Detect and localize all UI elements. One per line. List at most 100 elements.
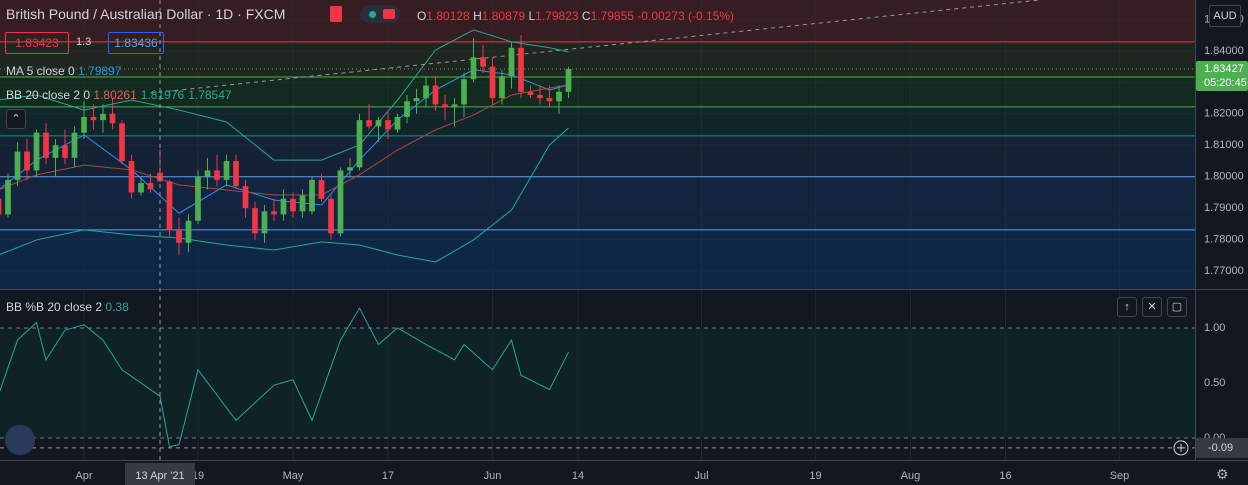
candle-body: [423, 85, 429, 99]
ask[interactable]: 1.83436: [108, 32, 164, 54]
indicator-name: BB %B 20 close 2: [6, 300, 103, 314]
crosshair-y-label: -0.09: [1208, 442, 1233, 454]
candle-body: [62, 145, 68, 158]
candle-body: [461, 79, 467, 105]
candle-body: [432, 85, 439, 105]
candle-body: [385, 120, 391, 130]
candle-body: [138, 183, 144, 193]
indicator-line: [0, 29, 569, 161]
candle-body: [176, 230, 182, 243]
y-tick-label: 1.78000: [1204, 234, 1244, 246]
candle-body: [204, 170, 211, 177]
crosshair-x-label: 13 Apr '21: [135, 470, 184, 482]
candle-body: [233, 161, 239, 187]
add-icon: [1177, 443, 1185, 452]
candle-body: [356, 120, 363, 168]
candle-body: [90, 116, 97, 121]
value: 1.79823: [535, 9, 579, 23]
candle-body: [518, 47, 524, 92]
label: C: [581, 9, 591, 23]
candle-body: [470, 57, 477, 80]
candle-body: [52, 145, 59, 158]
collapse-button[interactable]: ⌃: [6, 109, 26, 129]
candle-body: [546, 98, 553, 102]
indicator-value: 1.79897: [78, 64, 122, 78]
countdown: 05:20:45: [1204, 77, 1247, 89]
x-tick-label: Jun: [484, 470, 502, 482]
candle-body: [328, 198, 334, 234]
candle-body: [309, 179, 315, 212]
candle-body: [261, 211, 268, 234]
y-tick-label: 1.84000: [1204, 45, 1244, 57]
candle-body: [413, 98, 420, 102]
x-tick-label: Apr: [75, 470, 92, 482]
currency-button[interactable]: AUD: [1209, 5, 1241, 27]
close-button[interactable]: ✕: [1142, 297, 1162, 317]
candle-body: [556, 91, 562, 102]
candle-body: [24, 151, 30, 171]
x-tick-label: Jul: [694, 470, 708, 482]
candle-body: [337, 170, 344, 234]
y-tick-label: 1.79000: [1204, 202, 1244, 214]
y-tick-label: 0.50: [1204, 377, 1225, 389]
candle-body: [185, 220, 192, 243]
candle-body: [195, 176, 201, 221]
x-tick-label: 16: [999, 470, 1011, 482]
ohlc: O1.80128 H1.80879 L1.79823 C1.79855 -0.0…: [417, 9, 734, 23]
crosshair-x-box: [124, 463, 195, 485]
bid[interactable]: 1.83423: [5, 32, 69, 54]
candle-body: [0, 198, 2, 215]
zone: [0, 41, 1195, 78]
indicator-name: BB 20 close 2 0: [6, 88, 91, 102]
candle-body: [404, 101, 410, 117]
indicator-line: [0, 127, 569, 263]
label: L: [528, 9, 536, 23]
candle-body: [442, 104, 448, 108]
y-tick-label: 1.77000: [1204, 265, 1244, 277]
zone: [0, 106, 1195, 136]
spread: 1.3: [76, 36, 92, 48]
band-fill: [0, 327, 1195, 438]
candle-body: [81, 116, 87, 133]
flag[interactable]: [330, 6, 342, 22]
crosshair-y-box: [1196, 437, 1248, 458]
indicator-value: 0.38: [105, 300, 129, 314]
y-tick-label: 1.82000: [1204, 108, 1244, 120]
maximize-button[interactable]: ▢: [1167, 297, 1187, 317]
indicator-legend: BB 20 close 2 0 1.80261 1.81976 1.78547: [6, 88, 236, 102]
indicator-value: 1.81976: [140, 88, 185, 102]
candle-body: [347, 167, 353, 171]
label: H: [473, 9, 482, 23]
candle-body: [366, 120, 372, 127]
candle-body: [451, 104, 458, 108]
indicator-value: 1.78547: [188, 88, 232, 102]
candle-body: [394, 116, 401, 130]
candle-body: [375, 120, 382, 127]
candle-body: [119, 123, 125, 162]
symbol: British Pound / Australian Dollar: [6, 6, 203, 22]
candle-body: [537, 94, 543, 99]
candle-body: [499, 76, 505, 99]
move-up-button[interactable]: ↑: [1117, 297, 1137, 317]
logo[interactable]: [5, 425, 35, 455]
candle-body: [242, 186, 249, 209]
value: 1.80128: [426, 9, 470, 23]
candle-body: [109, 113, 116, 124]
y-tick-label: 1.80000: [1204, 171, 1244, 183]
candle-body: [33, 132, 40, 171]
label: O: [417, 9, 427, 23]
candle-body: [14, 151, 21, 180]
settings-button[interactable]: ⚙: [1216, 466, 1229, 482]
status-pill[interactable]: [360, 5, 400, 23]
last-price-label: 1.83427: [1204, 63, 1244, 75]
indicator-legend: MA 5 close 0 1.79897: [6, 64, 125, 78]
x-tick-label: Sep: [1110, 470, 1130, 482]
trend-line: [150, 0, 1040, 94]
candle-body: [480, 57, 486, 67]
x-tick-label: Aug: [901, 470, 921, 482]
candle-body: [489, 66, 496, 99]
exchange: FXCM: [245, 6, 286, 22]
zone: [0, 0, 1195, 42]
indicator-name: MA 5 close 0: [6, 64, 75, 78]
